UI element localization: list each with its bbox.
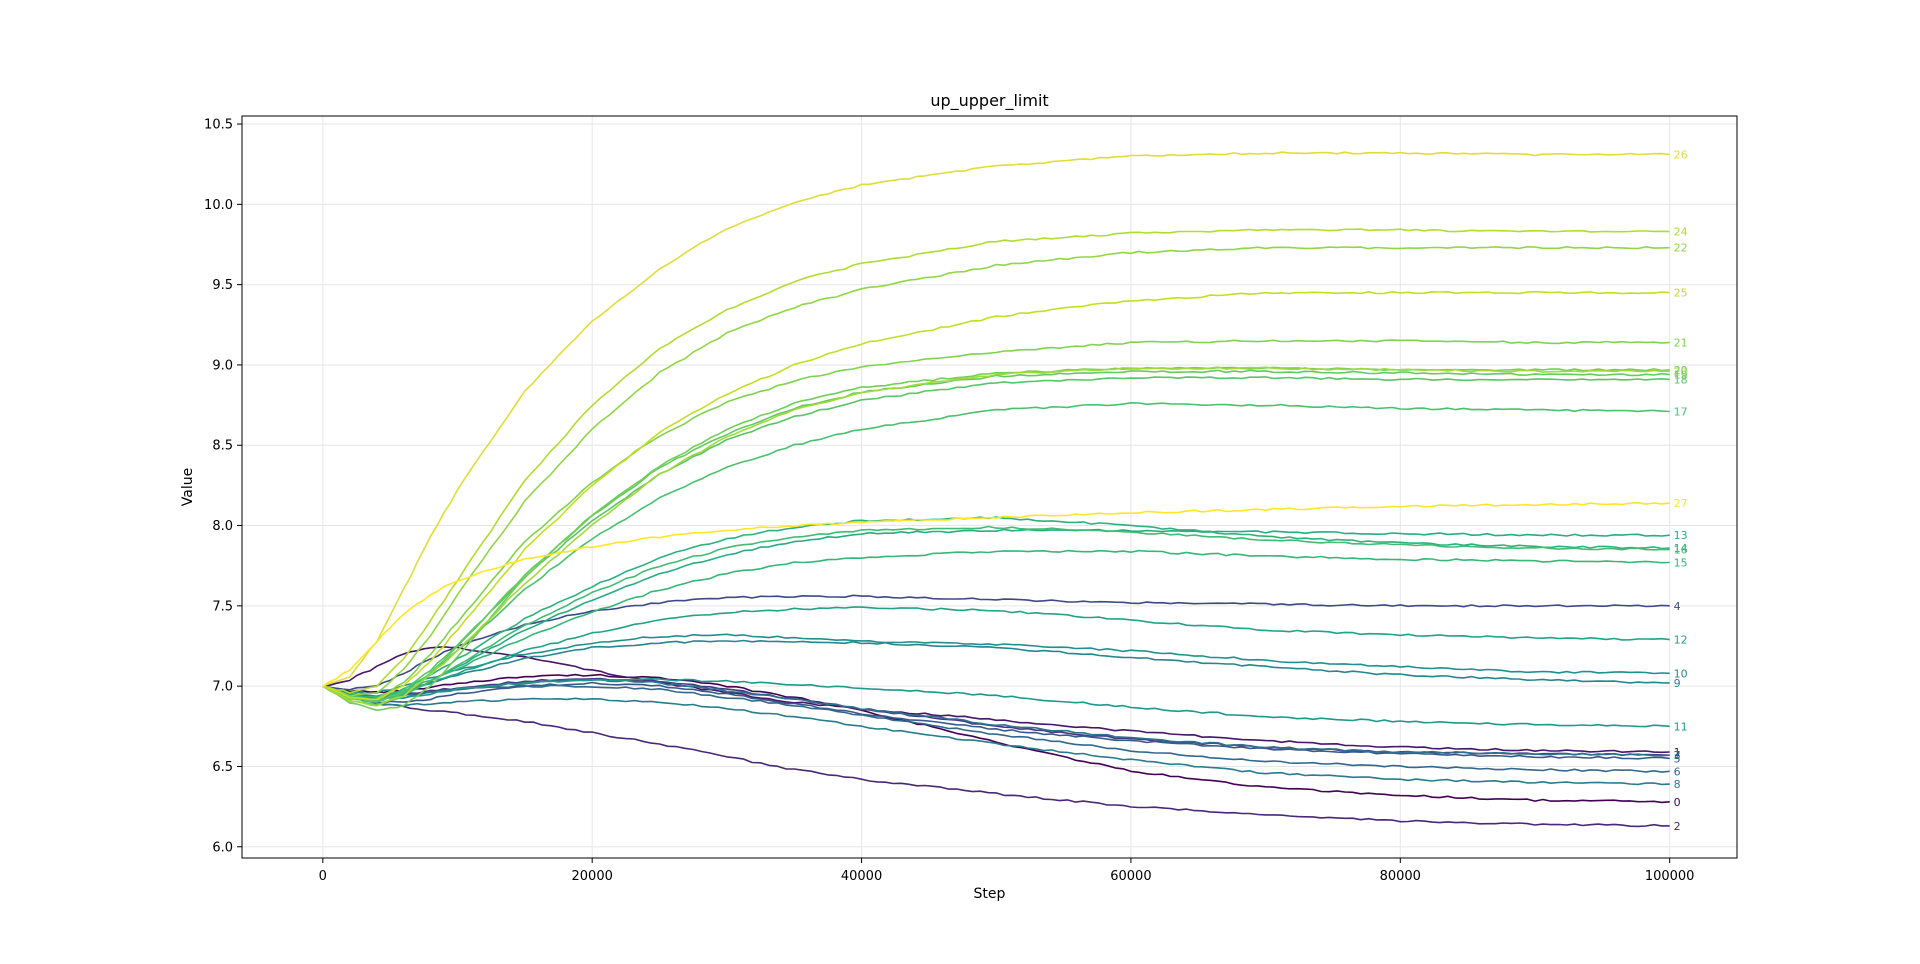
y-tick-label: 10.5 [204,118,233,133]
series-line-2 [322,685,1670,828]
series-lines [322,151,1670,828]
x-tick-label: 20000 [572,869,613,884]
series-line-14 [322,516,1670,701]
series-line-15 [322,549,1670,699]
series-end-label-8: 8 [1674,778,1681,791]
series-line-26 [322,151,1670,687]
series-line-12 [322,606,1670,700]
series-end-label-26: 26 [1674,149,1688,162]
series-line-20 [322,366,1670,712]
series-line-23 [322,366,1670,707]
series-line-13 [322,528,1670,703]
y-tick-label: 9.0 [212,358,233,373]
x-tick-label: 80000 [1380,869,1421,884]
series-end-label-13: 13 [1674,529,1688,542]
series-end-label-22: 22 [1674,242,1688,255]
series-line-17 [322,401,1670,703]
series-end-label-2: 2 [1674,820,1681,833]
series-end-label-25: 25 [1674,287,1688,300]
series-line-0 [322,673,1670,804]
x-tick-label: 0 [319,869,327,884]
series-end-label-6: 6 [1674,765,1681,778]
series-line-24 [322,228,1670,694]
series-end-label-14: 14 [1674,542,1688,555]
series-line-22 [322,246,1670,698]
y-tick-label: 7.5 [212,599,233,614]
series-end-label-11: 11 [1674,720,1688,733]
y-tick-label: 8.0 [212,519,233,534]
series-end-label-9: 9 [1674,677,1681,690]
series-end-label-5: 5 [1674,752,1681,765]
x-tick-label: 100000 [1645,869,1695,884]
series-line-21 [322,339,1670,701]
series-end-label-18: 18 [1674,373,1688,386]
y-axis-title: Value [180,468,196,506]
series-end-label-3: 3 [1674,749,1681,762]
series-line-27 [322,501,1670,687]
series-end-label-27: 27 [1674,497,1688,510]
series-end-labels: 0123456789101112131415161718192021222324… [1674,149,1688,833]
series-line-7 [322,678,1670,757]
series-line-19 [322,369,1670,707]
y-tick-label: 9.5 [212,278,233,293]
series-end-label-1: 1 [1674,746,1681,759]
grid-lines [242,116,1737,858]
series-end-label-19: 19 [1674,369,1688,382]
series-end-label-12: 12 [1674,634,1688,647]
x-tick-label: 40000 [841,869,882,884]
series-end-label-20: 20 [1674,364,1688,377]
series-end-label-23: 23 [1674,365,1688,378]
y-tick-label: 6.5 [212,760,233,775]
axis-ticks: 0 20000 40000 60000 80000 100000 6.0 6.5 7.0 7.5 8… [204,118,1694,884]
series-end-label-21: 21 [1674,336,1688,349]
x-tick-label: 60000 [1110,869,1151,884]
series-end-label-15: 15 [1674,556,1688,569]
x-axis-title: Step [974,886,1006,902]
series-line-25 [322,290,1670,701]
series-end-label-10: 10 [1674,667,1688,680]
y-tick-label: 8.5 [212,439,233,454]
y-tick-label: 7.0 [212,680,233,695]
series-line-6 [322,684,1670,773]
series-end-label-16: 16 [1674,544,1688,557]
series-line-18 [322,376,1670,703]
plot-area-frame [241,115,1738,859]
chart-title: up_upper_limit [930,91,1048,111]
series-line-9 [322,639,1670,698]
series-end-label-17: 17 [1674,406,1688,419]
series-line-8 [322,685,1670,786]
series-end-label-7: 7 [1674,749,1681,762]
series-line-16 [322,525,1670,702]
series-line-4 [322,594,1670,691]
series-end-label-24: 24 [1674,226,1688,239]
series-end-label-0: 0 [1674,796,1681,809]
y-tick-label: 6.0 [212,840,233,855]
series-end-label-4: 4 [1674,600,1681,613]
series-line-10 [322,633,1670,695]
y-tick-label: 10.0 [204,198,233,213]
series-line-11 [322,677,1670,728]
